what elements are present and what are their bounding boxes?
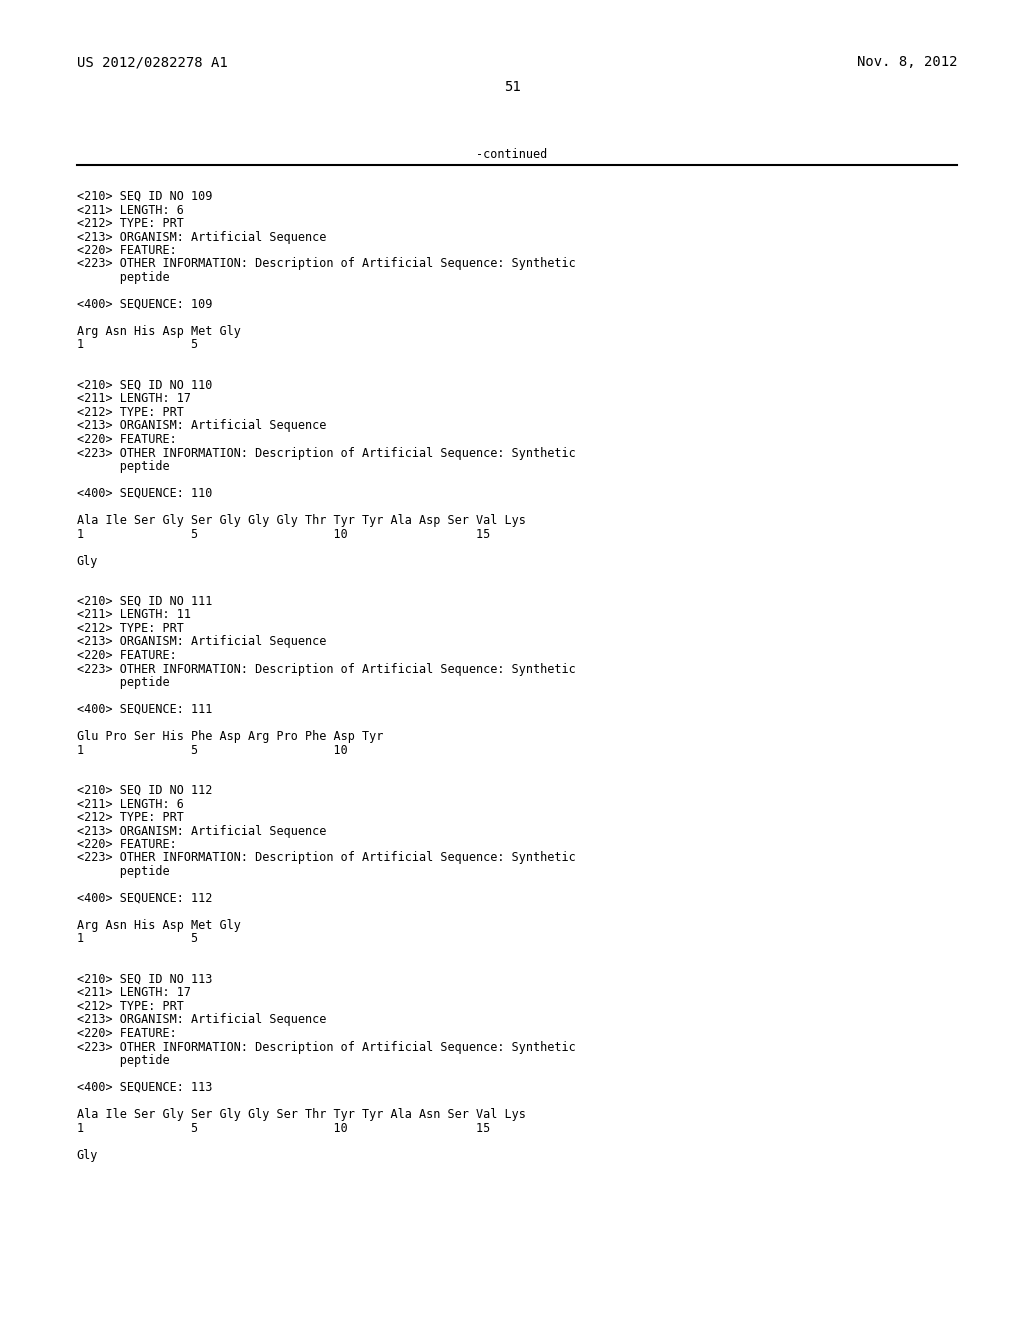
Text: <213> ORGANISM: Artificial Sequence: <213> ORGANISM: Artificial Sequence	[77, 635, 327, 648]
Text: <210> SEQ ID NO 110: <210> SEQ ID NO 110	[77, 379, 212, 392]
Text: 1               5                   10: 1 5 10	[77, 743, 347, 756]
Text: 1               5: 1 5	[77, 338, 198, 351]
Text: <220> FEATURE:: <220> FEATURE:	[77, 433, 176, 446]
Text: peptide: peptide	[77, 459, 169, 473]
Text: 1               5                   10                  15: 1 5 10 15	[77, 1122, 490, 1134]
Text: Gly: Gly	[77, 554, 98, 568]
Text: <212> TYPE: PRT: <212> TYPE: PRT	[77, 407, 183, 418]
Text: <211> LENGTH: 17: <211> LENGTH: 17	[77, 986, 190, 999]
Text: US 2012/0282278 A1: US 2012/0282278 A1	[77, 55, 227, 69]
Text: <211> LENGTH: 11: <211> LENGTH: 11	[77, 609, 190, 622]
Text: peptide: peptide	[77, 865, 169, 878]
Text: peptide: peptide	[77, 676, 169, 689]
Text: <220> FEATURE:: <220> FEATURE:	[77, 838, 176, 851]
Text: <211> LENGTH: 17: <211> LENGTH: 17	[77, 392, 190, 405]
Text: <400> SEQUENCE: 113: <400> SEQUENCE: 113	[77, 1081, 212, 1094]
Text: <220> FEATURE:: <220> FEATURE:	[77, 649, 176, 663]
Text: <213> ORGANISM: Artificial Sequence: <213> ORGANISM: Artificial Sequence	[77, 231, 327, 243]
Text: <210> SEQ ID NO 111: <210> SEQ ID NO 111	[77, 595, 212, 609]
Text: 1               5                   10                  15: 1 5 10 15	[77, 528, 490, 540]
Text: <220> FEATURE:: <220> FEATURE:	[77, 244, 176, 257]
Text: Glu Pro Ser His Phe Asp Arg Pro Phe Asp Tyr: Glu Pro Ser His Phe Asp Arg Pro Phe Asp …	[77, 730, 383, 743]
Text: Ala Ile Ser Gly Ser Gly Gly Gly Thr Tyr Tyr Ala Asp Ser Val Lys: Ala Ile Ser Gly Ser Gly Gly Gly Thr Tyr …	[77, 513, 525, 527]
Text: <223> OTHER INFORMATION: Description of Artificial Sequence: Synthetic: <223> OTHER INFORMATION: Description of …	[77, 446, 575, 459]
Text: peptide: peptide	[77, 271, 169, 284]
Text: <220> FEATURE:: <220> FEATURE:	[77, 1027, 176, 1040]
Text: Ala Ile Ser Gly Ser Gly Gly Ser Thr Tyr Tyr Ala Asn Ser Val Lys: Ala Ile Ser Gly Ser Gly Gly Ser Thr Tyr …	[77, 1107, 525, 1121]
Text: <223> OTHER INFORMATION: Description of Artificial Sequence: Synthetic: <223> OTHER INFORMATION: Description of …	[77, 257, 575, 271]
Text: <223> OTHER INFORMATION: Description of Artificial Sequence: Synthetic: <223> OTHER INFORMATION: Description of …	[77, 1040, 575, 1053]
Text: <223> OTHER INFORMATION: Description of Artificial Sequence: Synthetic: <223> OTHER INFORMATION: Description of …	[77, 663, 575, 676]
Text: <223> OTHER INFORMATION: Description of Artificial Sequence: Synthetic: <223> OTHER INFORMATION: Description of …	[77, 851, 575, 865]
Text: <211> LENGTH: 6: <211> LENGTH: 6	[77, 203, 183, 216]
Text: Gly: Gly	[77, 1148, 98, 1162]
Text: <213> ORGANISM: Artificial Sequence: <213> ORGANISM: Artificial Sequence	[77, 1014, 327, 1027]
Text: 1               5: 1 5	[77, 932, 198, 945]
Text: <210> SEQ ID NO 112: <210> SEQ ID NO 112	[77, 784, 212, 797]
Text: <212> TYPE: PRT: <212> TYPE: PRT	[77, 622, 183, 635]
Text: -continued: -continued	[476, 148, 548, 161]
Text: <400> SEQUENCE: 109: <400> SEQUENCE: 109	[77, 298, 212, 312]
Text: <400> SEQUENCE: 110: <400> SEQUENCE: 110	[77, 487, 212, 500]
Text: <212> TYPE: PRT: <212> TYPE: PRT	[77, 810, 183, 824]
Text: <210> SEQ ID NO 109: <210> SEQ ID NO 109	[77, 190, 212, 203]
Text: 51: 51	[504, 81, 520, 94]
Text: <400> SEQUENCE: 112: <400> SEQUENCE: 112	[77, 892, 212, 906]
Text: <212> TYPE: PRT: <212> TYPE: PRT	[77, 1001, 183, 1012]
Text: <400> SEQUENCE: 111: <400> SEQUENCE: 111	[77, 704, 212, 715]
Text: <211> LENGTH: 6: <211> LENGTH: 6	[77, 797, 183, 810]
Text: Nov. 8, 2012: Nov. 8, 2012	[857, 55, 957, 69]
Text: Arg Asn His Asp Met Gly: Arg Asn His Asp Met Gly	[77, 919, 241, 932]
Text: <213> ORGANISM: Artificial Sequence: <213> ORGANISM: Artificial Sequence	[77, 825, 327, 837]
Text: peptide: peptide	[77, 1053, 169, 1067]
Text: <212> TYPE: PRT: <212> TYPE: PRT	[77, 216, 183, 230]
Text: Arg Asn His Asp Met Gly: Arg Asn His Asp Met Gly	[77, 325, 241, 338]
Text: <210> SEQ ID NO 113: <210> SEQ ID NO 113	[77, 973, 212, 986]
Text: <213> ORGANISM: Artificial Sequence: <213> ORGANISM: Artificial Sequence	[77, 420, 327, 433]
